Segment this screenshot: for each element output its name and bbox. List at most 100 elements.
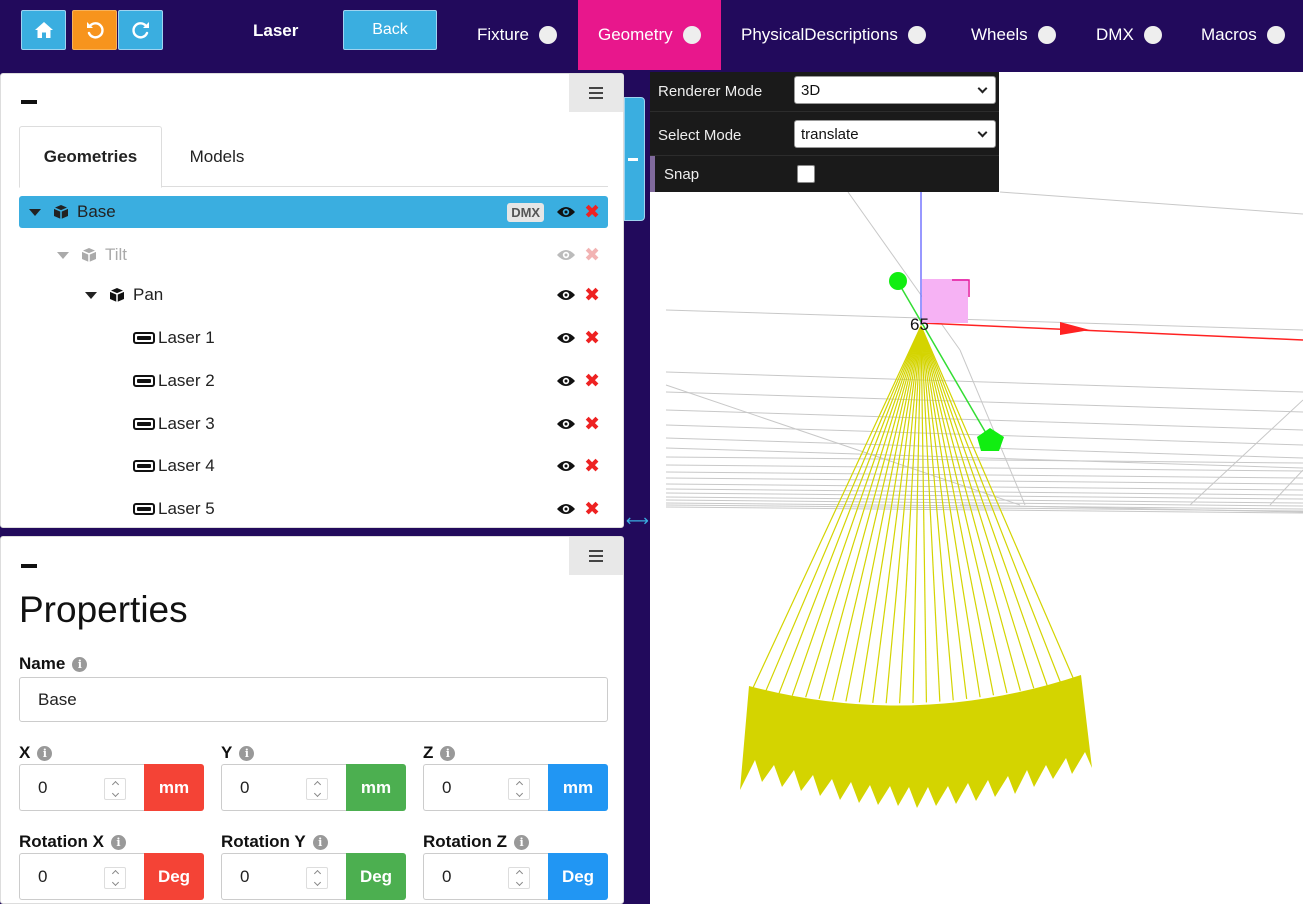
grid-line <box>665 506 1303 514</box>
resize-handle-icon[interactable]: ⟷ <box>626 513 649 530</box>
eye-icon[interactable] <box>556 502 576 516</box>
y-input[interactable]: 0 <box>221 764 346 811</box>
nav-dmx[interactable]: DMX <box>1076 0 1182 70</box>
rotation-z-input[interactable]: 0 <box>423 853 548 900</box>
rotation-x-unit-button[interactable]: Deg <box>144 853 204 900</box>
rotation-x-input[interactable]: 0 <box>19 853 144 900</box>
delete-icon[interactable]: ✖ <box>584 455 600 477</box>
laser-beam-line <box>872 325 922 703</box>
eye-icon[interactable] <box>556 374 576 388</box>
tree-row-base[interactable]: Base DMX ✖ <box>19 196 608 228</box>
renderer-mode-select[interactable]: 3D <box>794 76 996 104</box>
caret-down-icon[interactable] <box>29 208 41 216</box>
plane-handle[interactable] <box>922 279 968 323</box>
tree-row-laser-1[interactable]: Laser 1 ✖ <box>19 322 608 354</box>
info-icon[interactable]: i <box>111 834 126 850</box>
3d-scene[interactable]: 65 <box>650 72 1303 904</box>
collapse-panel-button[interactable] <box>21 100 37 104</box>
delete-icon[interactable]: ✖ <box>584 413 600 435</box>
back-button[interactable]: Back <box>343 10 437 50</box>
y-axis-pentagon-icon[interactable] <box>977 428 1004 451</box>
info-icon[interactable]: i <box>514 834 530 850</box>
snap-label: Snap <box>664 165 700 183</box>
select-mode-select[interactable]: translate <box>794 120 996 148</box>
tree-row-laser-5[interactable]: Laser 5 ✖ <box>19 493 608 525</box>
grid-line <box>665 488 1303 496</box>
tab-geometries[interactable]: Geometries <box>19 126 162 188</box>
z-unit-button[interactable]: mm <box>548 764 608 811</box>
delete-icon[interactable]: ✖ <box>584 498 600 520</box>
rotation-y-unit-button[interactable]: Deg <box>346 853 406 900</box>
eye-icon[interactable] <box>556 248 576 262</box>
caret-down-icon[interactable] <box>85 291 97 299</box>
tree-row-pan[interactable]: Pan ✖ <box>19 279 608 311</box>
delete-icon[interactable]: ✖ <box>584 370 600 392</box>
grid-line <box>665 471 1303 479</box>
info-icon[interactable]: i <box>239 745 255 761</box>
panel-menu-button[interactable] <box>569 74 623 112</box>
nav-physical-descriptions[interactable]: PhysicalDescriptions <box>721 0 946 70</box>
beam-icon <box>133 503 155 515</box>
nav-geometry[interactable]: Geometry <box>578 0 721 70</box>
eye-icon[interactable] <box>556 459 576 473</box>
nav-wheels[interactable]: Wheels <box>951 0 1076 70</box>
name-input[interactable]: Base <box>19 677 608 722</box>
spinner-icon[interactable] <box>508 778 530 800</box>
tree-row-laser-4[interactable]: Laser 4 ✖ <box>19 450 608 482</box>
collapse-panel-button[interactable] <box>21 564 37 568</box>
nav-physical-descriptions-label: PhysicalDescriptions <box>741 25 898 44</box>
tab-models[interactable]: Models <box>189 146 245 166</box>
3d-viewport[interactable]: 65 <box>650 72 1303 904</box>
home-button[interactable] <box>21 10 66 50</box>
spinner-icon[interactable] <box>104 778 126 800</box>
rotation-y-input[interactable]: 0 <box>221 853 346 900</box>
nav-dmx-label: DMX <box>1096 25 1134 44</box>
laser-beam-line <box>920 325 1021 691</box>
rotation-y-label-text: Rotation Y <box>221 832 306 851</box>
delete-icon[interactable]: ✖ <box>584 244 600 266</box>
tree-row-laser-3[interactable]: Laser 3 ✖ <box>19 408 608 440</box>
panel-menu-button[interactable] <box>569 537 623 575</box>
info-icon[interactable]: i <box>440 745 456 761</box>
spinner-icon[interactable] <box>306 867 328 889</box>
caret-down-icon[interactable] <box>57 251 69 259</box>
status-dot-icon <box>538 26 557 44</box>
eye-icon[interactable] <box>556 288 576 302</box>
x-unit-button[interactable]: mm <box>144 764 204 811</box>
spinner-icon[interactable] <box>104 867 126 889</box>
eye-icon[interactable] <box>556 417 576 431</box>
undo-button[interactable] <box>72 10 117 50</box>
info-icon[interactable]: i <box>72 656 88 672</box>
eye-icon[interactable] <box>556 331 576 345</box>
status-dot-icon <box>1037 26 1056 44</box>
tree-row-tilt[interactable]: Tilt ✖ <box>19 239 608 271</box>
laser-beam-line <box>920 325 1035 689</box>
delete-icon[interactable]: ✖ <box>584 201 600 223</box>
delete-icon[interactable]: ✖ <box>584 327 600 349</box>
tree-row-laser-2[interactable]: Laser 2 ✖ <box>19 365 608 397</box>
spinner-icon[interactable] <box>306 778 328 800</box>
y-handle-icon[interactable] <box>889 272 907 290</box>
grid-line <box>665 456 1303 464</box>
side-collapse-tab[interactable] <box>624 97 645 221</box>
rotation-z-field: 0 Deg <box>423 853 608 900</box>
redo-button[interactable] <box>118 10 163 50</box>
laser-beam-line <box>920 325 1008 694</box>
spinner-icon[interactable] <box>508 867 530 889</box>
snap-checkbox[interactable] <box>797 165 815 183</box>
eye-icon[interactable] <box>556 205 576 219</box>
nav-fixture[interactable]: Fixture <box>457 0 577 70</box>
tree-row-label: Laser 4 <box>158 456 215 475</box>
x-input[interactable]: 0 <box>19 764 144 811</box>
z-input[interactable]: 0 <box>423 764 548 811</box>
info-icon[interactable]: i <box>312 834 328 850</box>
grid-line <box>999 191 1303 215</box>
y-unit-button[interactable]: mm <box>346 764 406 811</box>
nav-macros[interactable]: Macros <box>1181 0 1303 70</box>
x-axis-arrow-icon[interactable] <box>1060 322 1090 335</box>
rotation-z-unit-button[interactable]: Deg <box>548 853 608 900</box>
info-icon[interactable]: i <box>37 745 53 761</box>
delete-icon[interactable]: ✖ <box>584 284 600 306</box>
